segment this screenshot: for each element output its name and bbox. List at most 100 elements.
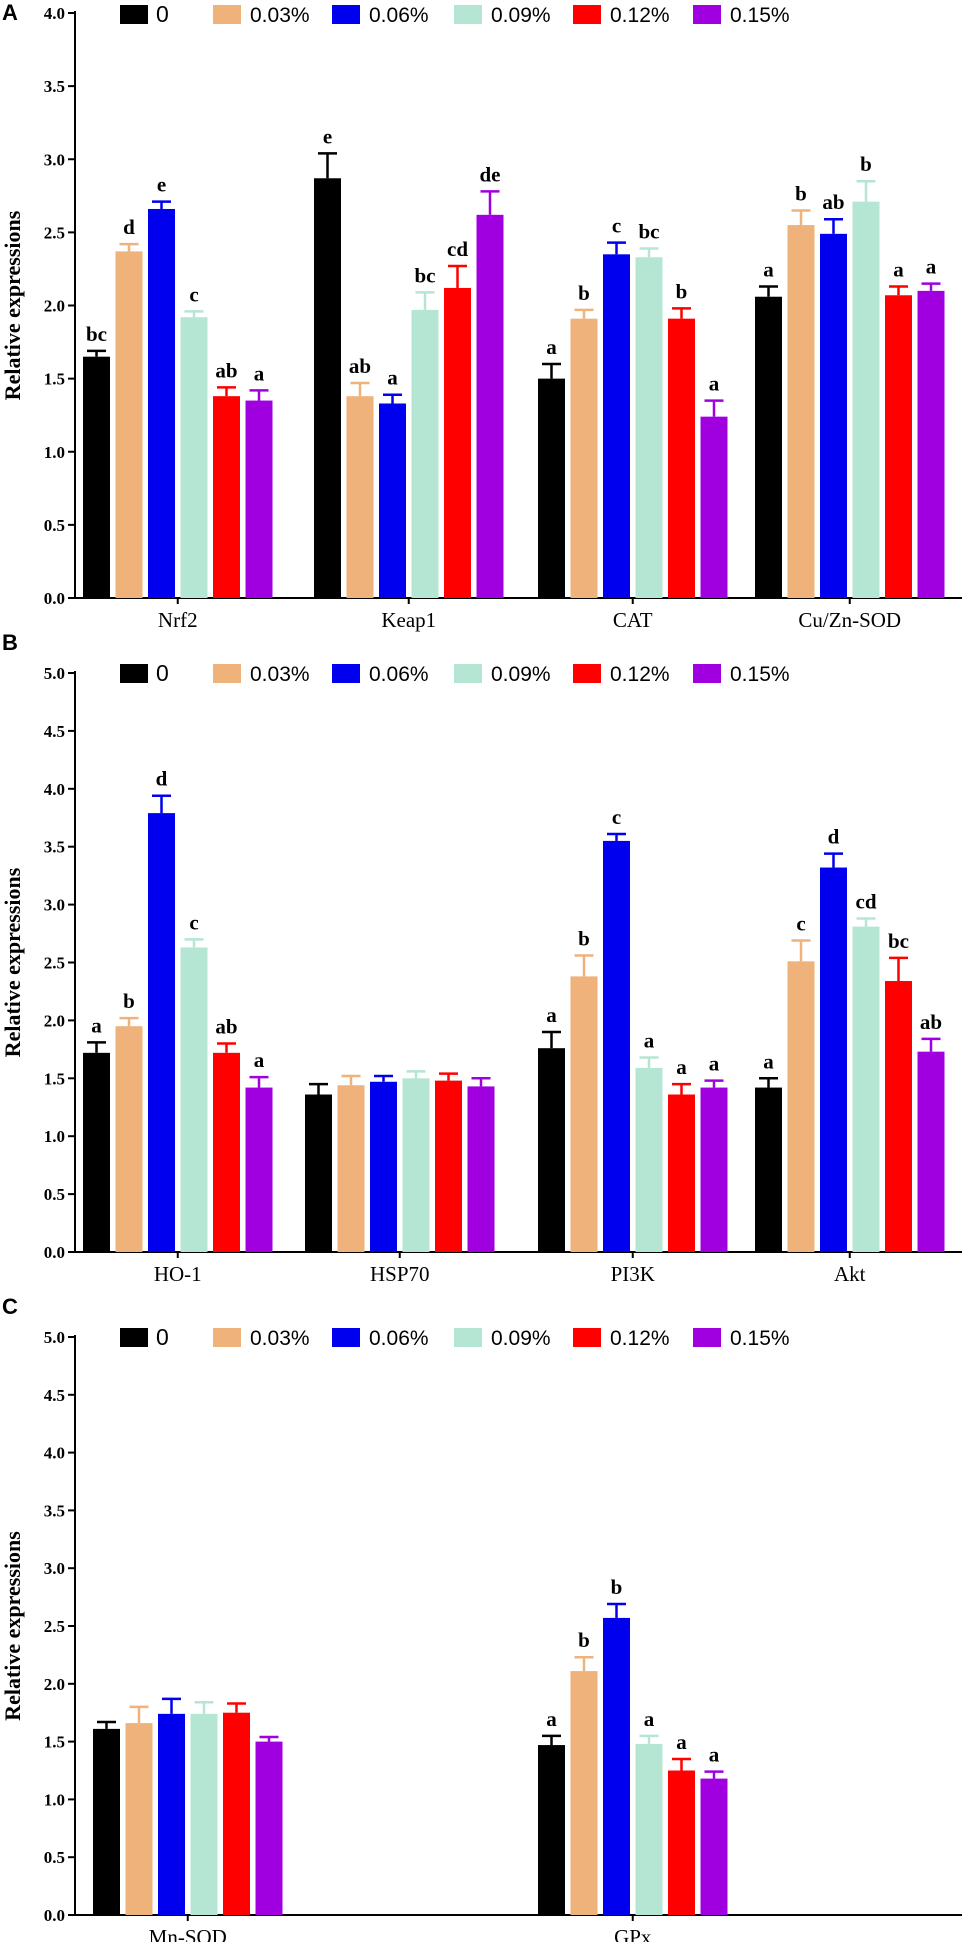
bar — [603, 840, 630, 1252]
significance-label: a — [676, 1055, 687, 1079]
legend-swatch — [332, 1328, 360, 1347]
bar — [755, 1087, 782, 1252]
significance-label: a — [254, 361, 265, 385]
legend-swatch — [120, 664, 148, 683]
bar — [411, 309, 439, 598]
y-axis-title: Relative expressions — [0, 210, 25, 400]
bar — [223, 1712, 250, 1915]
bar — [700, 416, 728, 598]
bar — [125, 1723, 153, 1915]
y-tick-label: 2.0 — [44, 1675, 65, 1694]
bar — [467, 1086, 495, 1252]
bar — [538, 1048, 565, 1252]
legend-swatch — [213, 5, 241, 24]
bar — [190, 1713, 218, 1915]
bar — [213, 1052, 240, 1252]
bar — [668, 318, 695, 598]
y-tick-label: 5.0 — [44, 664, 65, 683]
bar — [917, 1051, 945, 1252]
significance-label: ab — [215, 1015, 237, 1039]
significance-label: a — [546, 1003, 557, 1027]
y-tick-label: 0.5 — [44, 1848, 65, 1867]
category-label: GPx — [614, 1925, 652, 1942]
significance-label: a — [91, 1013, 102, 1037]
y-tick-label: 1.0 — [44, 1127, 65, 1146]
bar — [255, 1741, 283, 1915]
significance-label: cd — [856, 889, 877, 913]
legend-label: 0.15% — [730, 1327, 790, 1350]
significance-label: a — [387, 366, 398, 390]
significance-label: c — [612, 214, 621, 238]
category-label: PI3K — [611, 1262, 655, 1286]
y-tick-label: 2.5 — [44, 954, 65, 973]
y-tick-label: 3.5 — [44, 838, 65, 857]
significance-label: de — [480, 162, 501, 186]
significance-label: a — [644, 1707, 655, 1731]
legend-swatch — [693, 5, 721, 24]
significance-label: d — [156, 767, 168, 791]
legend-label: 0 — [156, 660, 169, 686]
legend-swatch — [573, 1328, 601, 1347]
significance-label: b — [578, 1628, 590, 1652]
y-tick-label: 2.5 — [44, 1617, 65, 1636]
y-tick-label: 3.5 — [44, 1501, 65, 1520]
legend-swatch — [332, 664, 360, 683]
legend-label: 0.15% — [730, 4, 790, 27]
category-label: Mn-SOD — [149, 1925, 227, 1942]
significance-label: b — [795, 181, 807, 205]
bar — [83, 1052, 110, 1252]
legend-label: 0.03% — [250, 4, 310, 27]
bar — [668, 1094, 695, 1252]
y-axis-title: Relative expressions — [0, 1531, 25, 1721]
significance-label: e — [157, 173, 166, 197]
y-tick-label: 2.0 — [44, 1011, 65, 1030]
significance-label: bc — [86, 322, 107, 346]
legend-swatch — [213, 1328, 241, 1347]
significance-label: a — [763, 257, 774, 281]
bar — [787, 961, 815, 1252]
y-tick-label: 0.5 — [44, 1185, 65, 1204]
bar — [885, 981, 912, 1252]
significance-label: ab — [920, 1010, 942, 1034]
bar — [570, 976, 598, 1252]
bar — [370, 1081, 397, 1252]
category-label: Akt — [834, 1262, 866, 1286]
y-tick-label: 0.0 — [44, 589, 65, 608]
legend-swatch — [332, 5, 360, 24]
bar — [635, 1743, 663, 1915]
bar — [538, 1745, 565, 1915]
bar — [245, 1087, 273, 1252]
bar — [93, 1728, 120, 1915]
significance-label: d — [123, 215, 135, 239]
significance-label: c — [189, 282, 198, 306]
y-tick-label: 4.5 — [44, 1386, 65, 1405]
legend-label: 0.03% — [250, 1327, 310, 1350]
panel-c: C 0.0 0.5 1.0 1.5 2.0 2.5 3.0 3.5 4.0 4.5 5.0 Relati… — [0, 1294, 962, 1942]
y-tick-label: 0.0 — [44, 1906, 65, 1925]
significance-label: b — [676, 279, 688, 303]
legend-swatch — [454, 1328, 482, 1347]
panel-b: B 0.0 0.5 1.0 1.5 2.0 2.5 3.0 3.5 4.0 4.5 5.0 Relati… — [0, 630, 962, 1286]
significance-label: e — [323, 124, 332, 148]
significance-label: a — [546, 1707, 557, 1731]
panel-a: A 0.0 0.5 1.0 1.5 2.0 2.5 3.0 3.5 4.0 Relative exp… — [0, 0, 962, 632]
y-tick-label: 4.0 — [44, 4, 65, 23]
bar — [213, 396, 240, 598]
bar — [820, 233, 847, 598]
y-tick-label: 1.5 — [44, 1069, 65, 1088]
y-tick-label: 1.5 — [44, 370, 65, 389]
significance-label: bc — [639, 219, 660, 243]
y-tick-label: 1.0 — [44, 443, 65, 462]
legend-label: 0.09% — [491, 1327, 551, 1350]
legend-swatch — [693, 664, 721, 683]
significance-label: c — [189, 910, 198, 934]
legend-swatch — [573, 664, 601, 683]
significance-label: a — [709, 1052, 720, 1076]
legend-swatch — [120, 1328, 148, 1347]
significance-label: a — [709, 372, 720, 396]
legend-label: 0.09% — [491, 4, 551, 27]
legend-swatch — [213, 664, 241, 683]
y-tick-label: 1.0 — [44, 1790, 65, 1809]
significance-label: ab — [215, 358, 237, 382]
bar — [379, 403, 406, 598]
